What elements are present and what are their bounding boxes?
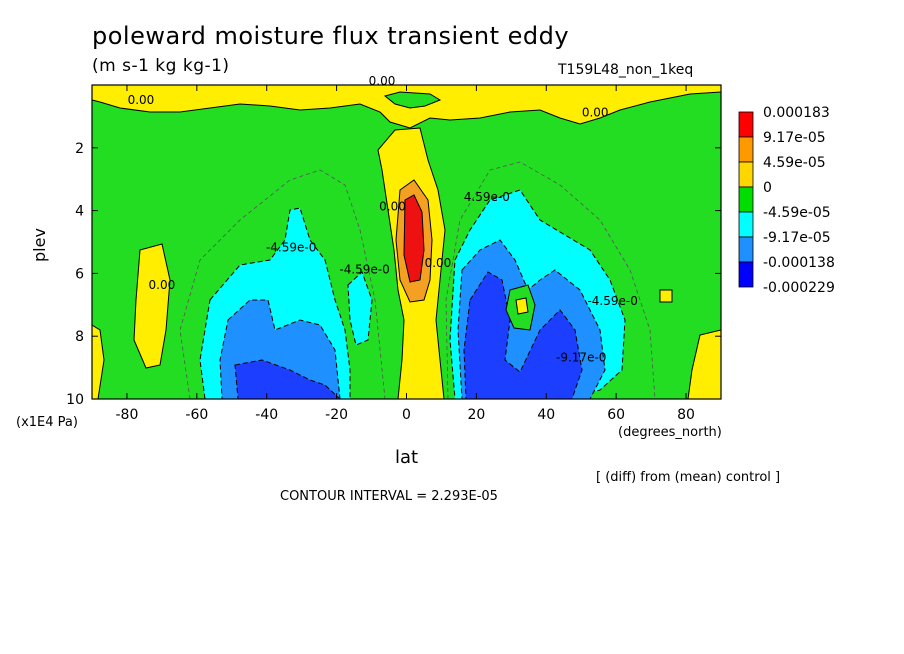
x-tick-label: 0	[402, 407, 411, 423]
contour-labels: 0.00 0.00 0.00 0.00 0.00 0.00 -4.59e-0 -4.59e-0…	[128, 74, 638, 364]
contour-label: 4.59e-0	[464, 190, 510, 204]
colorbar-label: -4.59e-05	[763, 205, 831, 221]
x-axis-unit: (degrees_north)	[618, 425, 722, 440]
contour-label: 0.00	[379, 200, 406, 214]
colorbar: 0.000183 9.17e-05 4.59e-05 0 -4.59e-05 -9.17e…	[738, 105, 835, 296]
x-tick-label: 40	[537, 407, 555, 423]
region-green-top	[383, 91, 442, 109]
y-tick-label: 8	[75, 329, 84, 345]
x-tick-label: -60	[185, 407, 208, 423]
x-tick-label: -40	[255, 407, 278, 423]
colorbar-swatch	[738, 136, 754, 163]
contour-label: -9.17e-0	[556, 350, 606, 364]
contour-label: 0.00	[582, 105, 609, 119]
x-tick-label: 80	[677, 407, 695, 423]
y-axis-ticks: 2 4 6 8 10	[66, 141, 721, 408]
colorbar-swatch	[738, 111, 754, 138]
y-tick-label: 2	[75, 141, 84, 157]
region-positive-right-small	[659, 289, 673, 303]
run-label: T159L48_non_1keq	[558, 62, 694, 78]
colorbar-label: 9.17e-05	[763, 130, 826, 146]
contour-label: -4.59e-0	[339, 262, 389, 276]
region-positive-left1	[133, 243, 171, 369]
x-tick-label: 20	[467, 407, 485, 423]
x-tick-label: 60	[607, 407, 625, 423]
colorbar-label: -9.17e-05	[763, 230, 831, 246]
region-positive-left2	[92, 324, 105, 399]
contour-label: 0.00	[369, 74, 396, 88]
x-axis-ticks: -80 -60 -40 -20 0 20 40 60 80	[116, 85, 695, 423]
region-yellow-island	[515, 297, 529, 315]
chart-title: poleward moisture flux transient eddy	[92, 22, 570, 50]
x-axis-label: lat	[395, 447, 419, 468]
colorbar-swatch	[738, 236, 754, 263]
contour-dashed-right	[445, 161, 656, 399]
colorbar-label: 4.59e-05	[763, 155, 826, 171]
colorbar-swatch	[738, 186, 754, 213]
chart-units: (m s-1 kg kg-1)	[92, 56, 230, 76]
x-tick-label: -80	[116, 407, 139, 423]
diff-note: [ (diff) from (mean) control ]	[596, 470, 781, 485]
region-neg-right-blue	[463, 271, 583, 399]
contour-dashed-left	[179, 169, 386, 399]
colorbar-label: -0.000229	[763, 280, 835, 296]
colorbar-label: -0.000138	[763, 255, 835, 271]
colorbar-label: 0.000183	[763, 105, 830, 121]
contour-label: -4.59e-0	[587, 294, 637, 308]
colorbar-swatch	[738, 161, 754, 188]
y-tick-label: 10	[66, 392, 84, 408]
plot-area	[92, 85, 721, 399]
x-tick-label: -20	[325, 407, 348, 423]
contour-interval: CONTOUR INTERVAL = 2.293E-05	[280, 489, 498, 504]
region-positive-right	[687, 329, 721, 399]
contour-label: 0.00	[149, 278, 176, 292]
colorbar-label: 0	[763, 180, 772, 196]
region-red-core	[403, 194, 425, 283]
region-neg-left-cyan2	[347, 271, 373, 346]
contour-label: 0.00	[425, 256, 452, 270]
colorbar-swatch	[738, 211, 754, 238]
colorbar-swatch	[738, 261, 754, 288]
y-tick-label: 6	[75, 266, 84, 282]
y-tick-label: 4	[75, 204, 84, 220]
contour-label: 0.00	[128, 93, 155, 107]
y-axis-label: plev	[30, 228, 49, 262]
y-axis-unit: (x1E4 Pa)	[16, 415, 78, 430]
region-neg-left-blue	[234, 359, 341, 399]
contour-label: -4.59e-0	[266, 240, 316, 254]
